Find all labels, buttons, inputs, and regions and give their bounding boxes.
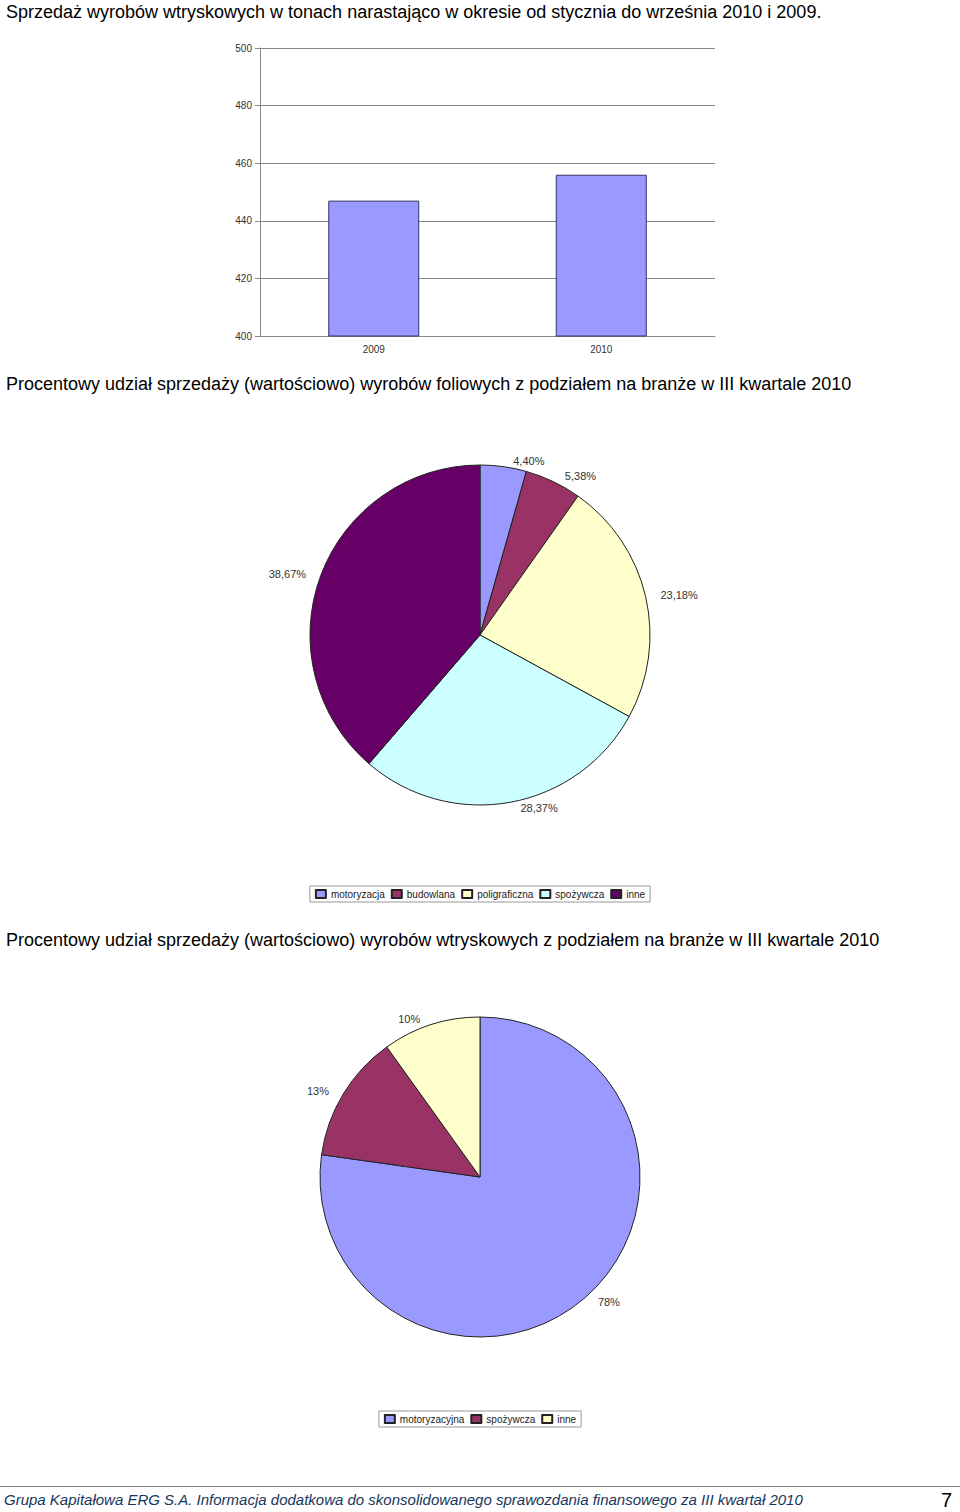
svg-text:2010: 2010 <box>590 344 613 355</box>
svg-text:420: 420 <box>235 273 252 284</box>
svg-text:motoryzacyjna: motoryzacyjna <box>400 1414 465 1425</box>
svg-text:spożywcza: spożywcza <box>555 889 604 900</box>
html-text:Procentowy udział sprzedaży (w: Procentowy udział sprzedaży (wartościowo… <box>6 930 880 950</box>
html-text:Sprzedaż wyrobów wtryskowych w: Sprzedaż wyrobów wtryskowych w tonach na… <box>6 2 822 22</box>
svg-text:23,18%: 23,18% <box>660 589 698 601</box>
svg-text:28,37%: 28,37% <box>520 802 558 814</box>
svg-text:inne: inne <box>557 1414 576 1425</box>
html-text:7: 7 <box>940 1489 952 1511</box>
svg-text:480: 480 <box>235 100 252 111</box>
svg-text:inne: inne <box>626 889 645 900</box>
svg-text:10%: 10% <box>398 1013 420 1025</box>
svg-text:440: 440 <box>235 215 252 226</box>
svg-text:13%: 13% <box>307 1085 329 1097</box>
svg-text:78%: 78% <box>598 1296 620 1308</box>
svg-text:motoryzacja: motoryzacja <box>331 889 385 900</box>
svg-text:budowlana: budowlana <box>407 889 456 900</box>
svg-text:5,38%: 5,38% <box>565 470 596 482</box>
svg-text:400: 400 <box>235 331 252 342</box>
html-text:Procentowy udział sprzedaży (w: Procentowy udział sprzedaży (wartościowo… <box>6 374 852 394</box>
svg-text:4,40%: 4,40% <box>513 455 544 467</box>
svg-text:poligraficzna: poligraficzna <box>477 889 534 900</box>
svg-text:38,67%: 38,67% <box>269 568 307 580</box>
svg-text:500: 500 <box>235 43 252 54</box>
svg-text:spożywcza: spożywcza <box>486 1414 535 1425</box>
html-text:Grupa Kapitałowa ERG S.A. Info: Grupa Kapitałowa ERG S.A. Informacja dod… <box>4 1491 803 1508</box>
svg-text:2009: 2009 <box>363 344 386 355</box>
svg-text:460: 460 <box>235 158 252 169</box>
